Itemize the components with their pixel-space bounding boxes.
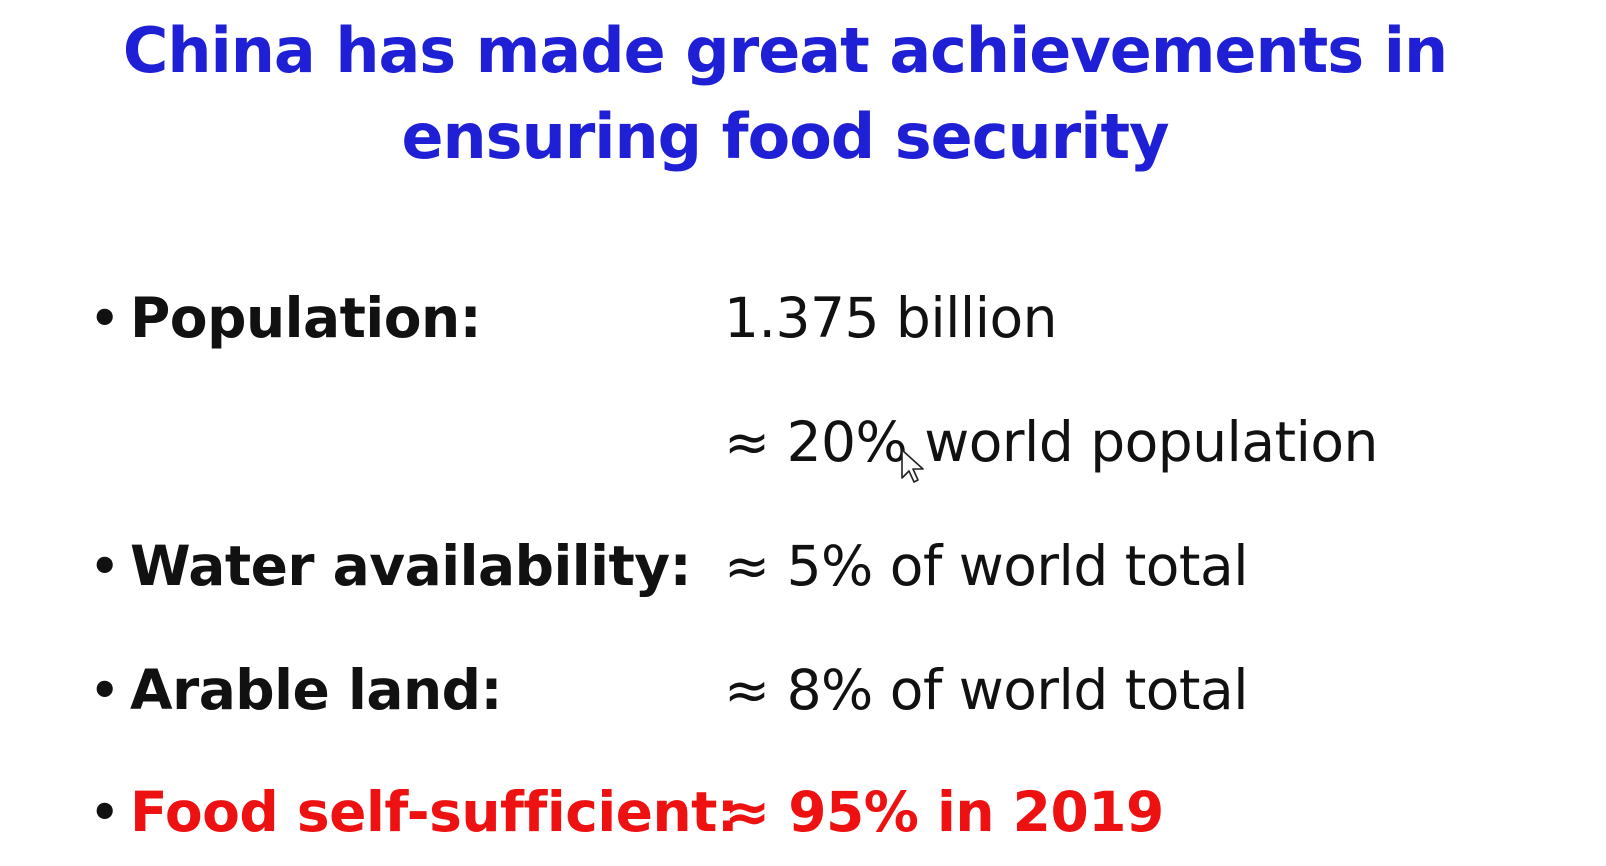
bullet-value: ≈ 95% in 2019 — [724, 780, 1164, 844]
bullet-value-secondary: ≈ 20% world population — [724, 410, 1378, 474]
bullet-value: ≈ 8% of world total — [724, 658, 1248, 722]
bullet-label: Food self-sufficient: — [130, 780, 739, 844]
bullet-item-water: • Water availability: ≈ 5% of world tota… — [0, 521, 1606, 611]
bullet-label: Arable land: — [130, 658, 502, 722]
slide-title-line-1: China has made great achievements in — [122, 14, 1448, 87]
bullet-item-arable-land: • Arable land: ≈ 8% of world total — [0, 645, 1606, 735]
bullet-value: 1.375 billion — [724, 286, 1057, 350]
bullet-value: ≈ 5% of world total — [724, 534, 1248, 598]
bullet-item-population: • Population: 1.375 billion — [0, 273, 1606, 363]
slide-title: China has made great achievements in ens… — [0, 8, 1570, 180]
slide-title-line-2: ensuring food security — [401, 100, 1169, 173]
bullet-icon: • — [90, 539, 120, 593]
bullet-icon: • — [90, 291, 120, 345]
bullet-label: Water availability: — [130, 534, 692, 598]
bullet-icon: • — [90, 785, 120, 839]
bullet-label: Population: — [130, 286, 482, 350]
bullet-item-population-detail: ≈ 20% world population — [0, 397, 1606, 487]
mouse-pointer-icon — [901, 449, 924, 483]
bullet-icon: • — [90, 663, 120, 717]
bullet-item-food-self-sufficient: • Food self-sufficient: ≈ 95% in 2019 — [0, 767, 1606, 857]
